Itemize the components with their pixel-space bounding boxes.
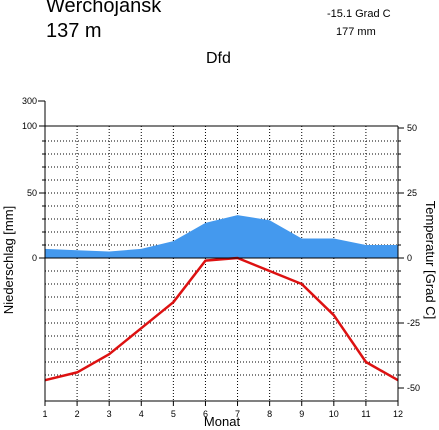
tick-label-right: 0: [407, 253, 412, 263]
ylabel-right: Temperatur [Grad C]: [423, 201, 438, 320]
tick-label-x: 9: [299, 409, 304, 419]
temperature-line: [44, 256, 399, 382]
tick-label-x: 3: [107, 409, 112, 419]
precipitation-series: [44, 215, 399, 258]
tick-label-x: 12: [393, 409, 403, 419]
tick-label-x: 1: [42, 409, 47, 419]
tick-label-x: 7: [235, 409, 240, 419]
mean-temperature: -15.1 Grad C: [327, 8, 391, 20]
tick-label-x: 11: [361, 409, 370, 419]
tick-label-x: 2: [75, 409, 80, 419]
ylabel-left: Niederschlag [mm]: [1, 206, 16, 314]
tick-label-x: 8: [267, 409, 272, 419]
tick-label-left: 50: [27, 188, 37, 198]
tick-label-right: -50: [407, 383, 420, 393]
tick-label-right: -25: [407, 318, 420, 328]
tick-label-right: 25: [407, 188, 417, 198]
station-altitude: 137 m: [46, 20, 102, 42]
tick-label-left: 300: [22, 96, 37, 106]
climate-class: Dfd: [206, 50, 231, 67]
tick-label-x: 10: [329, 409, 339, 419]
precipitation-area: [45, 215, 398, 258]
xlabel: Monat: [204, 414, 241, 429]
tick-label-right: 50: [407, 123, 417, 133]
tick-label-left: 100: [22, 121, 37, 131]
tick-label-x: 4: [139, 409, 144, 419]
total-precipitation: 177 mm: [336, 26, 376, 38]
tick-label-left: 0: [32, 253, 37, 263]
axes: [38, 100, 404, 406]
tick-label-x: 6: [203, 409, 208, 419]
tick-label-x: 5: [171, 409, 176, 419]
station-name: Werchojansk: [46, 0, 162, 17]
